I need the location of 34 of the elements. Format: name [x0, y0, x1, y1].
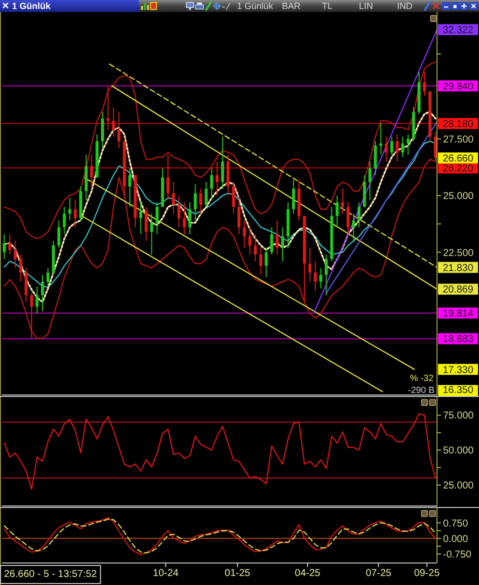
- y-tick-label: 25.000: [443, 480, 474, 492]
- y-tick-label: 25.000: [443, 191, 474, 202]
- ref-line-label: 18.683: [442, 334, 474, 346]
- y-tick-label: 75.000: [443, 410, 474, 422]
- text: LIN: [359, 1, 374, 12]
- annotation: -290 B: [408, 385, 435, 396]
- annotation: 17.330: [442, 364, 474, 376]
- text: 26.660 - 5 - 13:57:52: [0, 565, 101, 584]
- x-tick-label: 10-24: [152, 568, 179, 580]
- data-label: 20.869: [442, 284, 474, 296]
- y-tick-label: 50.000: [443, 446, 474, 457]
- text: 16.350: [438, 385, 478, 396]
- y-tick-label: 0.750: [443, 518, 468, 530]
- y-tick-label: 27.500: [443, 134, 474, 146]
- text: 1 Günlük: [237, 1, 274, 12]
- ref-line-label: 28.180: [442, 119, 474, 130]
- text: BAR: [282, 1, 301, 12]
- text: IND: [397, 1, 412, 12]
- ref-line-label: 19.814: [442, 308, 474, 320]
- x-tick-label: 09-25: [414, 568, 440, 580]
- x-tick-label: 01-25: [224, 568, 251, 580]
- y-tick-label: 0.000: [443, 534, 468, 545]
- x-tick-label: 07-25: [366, 568, 392, 580]
- ref-line-label: 26.220: [442, 163, 474, 174]
- data-label: 21.830: [442, 262, 474, 274]
- y-tick-label: -0.750: [443, 550, 472, 561]
- chart-title: 1 Günlük: [12, 0, 51, 12]
- data-label: 32.322: [442, 25, 474, 36]
- text: TL: [322, 1, 333, 12]
- x-tick-label: 04-25: [294, 568, 321, 580]
- y-tick-label: 22.500: [443, 248, 474, 259]
- annotation: 26.660: [442, 153, 474, 164]
- annotation: % -32: [410, 373, 434, 384]
- ref-line-label: 29.840: [442, 81, 474, 92]
